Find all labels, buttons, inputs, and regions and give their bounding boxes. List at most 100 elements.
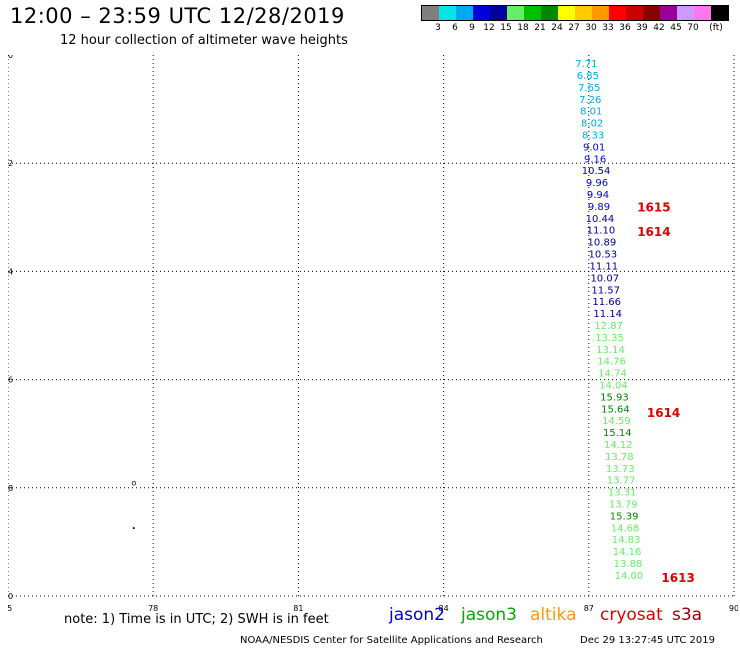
island-marker: o bbox=[131, 478, 136, 487]
legend-swatch bbox=[677, 6, 694, 20]
wave-height-value: 10.89 bbox=[588, 238, 617, 249]
legend-swatch bbox=[609, 6, 626, 20]
legend-label: 42 bbox=[653, 23, 665, 33]
lon-tick-label: 87 bbox=[584, 604, 594, 611]
legend-swatch bbox=[575, 6, 592, 20]
wave-height-value: 13.14 bbox=[596, 345, 625, 356]
legend-label: 33 bbox=[602, 23, 614, 33]
wave-height-value: 14.12 bbox=[604, 440, 633, 451]
lat-tick-label: -38 bbox=[8, 484, 13, 493]
legend-label: 27 bbox=[568, 23, 580, 33]
wave-height-value: 13.73 bbox=[606, 464, 635, 475]
wave-height-value: 8.33 bbox=[582, 131, 604, 142]
lon-tick-label: 84 bbox=[439, 604, 449, 611]
legend-swatch bbox=[694, 6, 711, 20]
lat-tick-label: -36 bbox=[8, 376, 13, 385]
pass-time-label: 1613 bbox=[661, 571, 694, 585]
lon-tick-label: 75 bbox=[8, 604, 12, 611]
wave-height-value: 13.78 bbox=[605, 452, 634, 463]
legend-swatch bbox=[524, 6, 541, 20]
chart-subtitle: 12 hour collection of altimeter wave hei… bbox=[60, 33, 348, 48]
satellite-s3a: s3a bbox=[672, 605, 703, 625]
legend-swatch bbox=[626, 6, 643, 20]
lat-tick-label: -34 bbox=[8, 267, 13, 276]
pass-time-label: 1615 bbox=[637, 200, 670, 214]
island-dot: · bbox=[132, 523, 136, 534]
legend-label: 15 bbox=[500, 23, 512, 33]
legend-label: 12 bbox=[483, 23, 495, 33]
legend-label: 21 bbox=[534, 23, 546, 33]
lat-tick-label: -32 bbox=[8, 159, 13, 168]
legend-label: 24 bbox=[551, 23, 563, 33]
wave-height-value: 11.57 bbox=[591, 285, 620, 296]
lat-tick-label: -30 bbox=[8, 55, 13, 60]
wave-height-value: 9.89 bbox=[588, 202, 610, 213]
lat-tick-label: -40 bbox=[8, 592, 13, 601]
wave-height-value: 10.44 bbox=[586, 214, 615, 225]
legend-swatch bbox=[490, 6, 507, 20]
wave-height-value: 14.68 bbox=[611, 523, 640, 534]
legend-label: 30 bbox=[585, 23, 597, 33]
wave-height-value: 10.07 bbox=[590, 273, 619, 284]
wave-height-value: 11.10 bbox=[587, 226, 616, 237]
satellite-altika: altika bbox=[530, 605, 577, 625]
legend-swatch bbox=[643, 6, 660, 20]
wave-height-map: 75 78 81 84 87 90 -30 -32 -34 -36 -38 -40 o · 7.716.85… bbox=[8, 55, 738, 611]
legend-label: 45 bbox=[670, 23, 682, 33]
wave-height-value: 6.85 bbox=[577, 71, 599, 82]
satellite-jason2: jason2 bbox=[389, 605, 445, 625]
legend-swatch bbox=[660, 6, 677, 20]
wave-height-value: 13.77 bbox=[607, 476, 636, 487]
wave-height-value: 13.88 bbox=[614, 559, 643, 570]
note-text: note: 1) Time is in UTC; 2) SWH is in fe… bbox=[64, 612, 329, 627]
wave-height-value: 15.39 bbox=[610, 511, 639, 522]
pass-time-label: 1614 bbox=[637, 225, 670, 239]
legend-label: 70 bbox=[687, 23, 699, 33]
legend-label: 18 bbox=[517, 23, 529, 33]
legend-swatch bbox=[422, 6, 439, 20]
legend-label: (ft) bbox=[709, 23, 723, 33]
wave-height-value: 7.71 bbox=[575, 59, 597, 70]
wave-height-value: 13.31 bbox=[608, 488, 637, 499]
wave-height-value: 11.14 bbox=[593, 309, 622, 320]
legend-color-bar bbox=[421, 5, 729, 21]
wave-height-value: 15.93 bbox=[600, 392, 629, 403]
lon-tick-label: 90 bbox=[729, 604, 738, 611]
legend-swatch bbox=[541, 6, 558, 20]
lon-tick-label: 81 bbox=[293, 604, 303, 611]
legend-swatch bbox=[473, 6, 490, 20]
chart-title: 12:00 – 23:59 UTC 12/28/2019 bbox=[10, 4, 345, 28]
wave-height-value: 8.02 bbox=[581, 119, 603, 130]
legend-swatch bbox=[507, 6, 524, 20]
wave-height-value: 14.76 bbox=[597, 357, 626, 368]
wave-height-value: 10.53 bbox=[589, 250, 618, 261]
legend-swatch bbox=[558, 6, 575, 20]
legend-swatch bbox=[711, 6, 728, 20]
legend-label: 3 bbox=[435, 23, 441, 33]
legend-label: 36 bbox=[619, 23, 631, 33]
wave-height-value: 13.79 bbox=[609, 499, 638, 510]
legend-swatch bbox=[439, 6, 456, 20]
wave-height-value: 14.16 bbox=[613, 547, 642, 558]
satellite-jason3: jason3 bbox=[461, 605, 517, 625]
wave-height-value: 11.11 bbox=[589, 261, 618, 272]
wave-height-value: 14.04 bbox=[599, 380, 628, 391]
satellite-cryosat: cryosat bbox=[600, 605, 663, 625]
wave-height-value: 9.01 bbox=[583, 142, 605, 153]
footer-timestamp: Dec 29 13:27:45 UTC 2019 bbox=[580, 635, 715, 646]
color-legend: 3 6 9 12 15 18 21 24 27 30 33 36 39 42 45 70 (ft) bbox=[421, 5, 729, 35]
wave-height-value: 14.00 bbox=[615, 571, 644, 582]
legend-label: 6 bbox=[452, 23, 458, 33]
legend-label: 39 bbox=[636, 23, 648, 33]
lon-tick-label: 78 bbox=[148, 604, 158, 611]
legend-swatch bbox=[456, 6, 473, 20]
wave-height-value: 11.66 bbox=[592, 297, 621, 308]
wave-height-value: 13.35 bbox=[595, 333, 624, 344]
wave-height-value: 15.14 bbox=[603, 428, 632, 439]
legend-swatch bbox=[592, 6, 609, 20]
wave-height-value: 9.94 bbox=[587, 190, 609, 201]
wave-height-value: 7.26 bbox=[579, 95, 601, 106]
wave-height-value: 14.74 bbox=[598, 369, 627, 380]
legend-labels: 3 6 9 12 15 18 21 24 27 30 33 36 39 42 45 70 (ft) bbox=[421, 21, 727, 35]
wave-height-value: 9.16 bbox=[584, 154, 606, 165]
